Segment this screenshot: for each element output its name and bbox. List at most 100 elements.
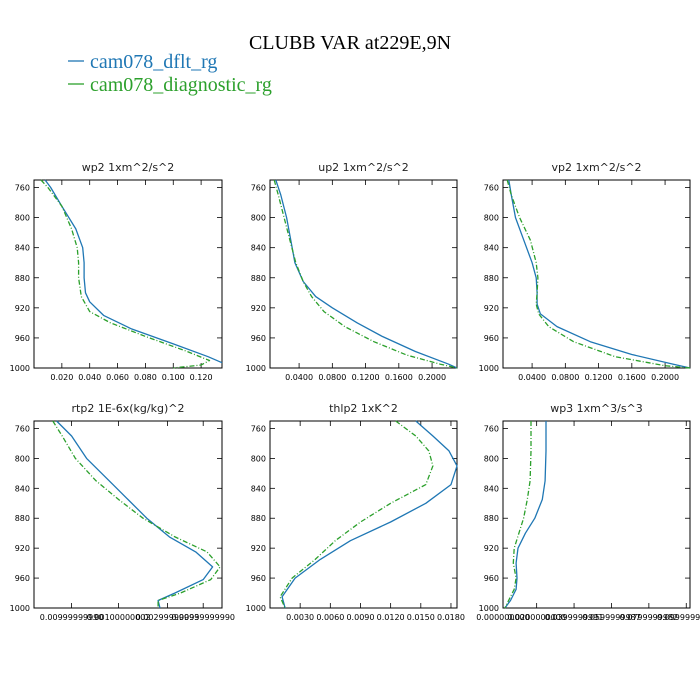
x-tick-label: 0.1200 <box>585 373 613 382</box>
y-tick-label: 840 <box>484 244 499 253</box>
panel-title-wp2: wp2 1xm^2/s^2 <box>82 161 175 174</box>
y-tick-label: 840 <box>15 244 30 253</box>
panels: wp2 1xm^2/s^2 760 800 840 880 920 960 1000 0.020… <box>10 161 700 622</box>
series-line-cam078-dflt-rg <box>275 179 458 369</box>
y-tick-label: 880 <box>15 274 30 283</box>
y-tick-label: 880 <box>484 274 499 283</box>
panel-wp2: wp2 1xm^2/s^2 760 800 840 880 920 960 1000 0.020… <box>10 161 223 382</box>
x-tick-label: 0.0599999987 <box>582 613 641 622</box>
x-tick-label: 0.0200000000 <box>507 613 566 622</box>
series-line-cam078-diagnostic-rg <box>279 420 434 609</box>
x-tick-label: 0.0999999940 <box>657 613 700 622</box>
legend-label-diagnostic: cam078_diagnostic_rg <box>90 74 272 96</box>
y-tick-label: 1000 <box>246 364 266 373</box>
y-tick-label: 760 <box>484 184 499 193</box>
panel-wp3: wp3 1xm^3/s^3 760 800 840 880 920 960 10000.000… <box>476 402 700 622</box>
x-tick-label: 0.0400 <box>285 373 313 382</box>
legend-label-dflt: cam078_dflt_rg <box>90 51 217 73</box>
y-tick-label: 800 <box>484 454 499 463</box>
x-tick-label: 0.0800 <box>551 373 579 382</box>
x-tick-label: 0.0150 <box>407 613 435 622</box>
panel-rtp2: rtp2 1E-6x(kg/kg)^2 760 800 840 880 920 960 100… <box>10 402 235 622</box>
x-tick-label: 0.0120 <box>377 613 405 622</box>
y-tick-label: 840 <box>484 484 499 493</box>
y-tick-label: 1000 <box>246 604 266 613</box>
y-tick-label: 920 <box>15 544 30 553</box>
plot-frame-up2 <box>269 179 458 369</box>
y-tick-label: 800 <box>15 214 30 223</box>
plot-frame-wp2 <box>33 179 223 369</box>
plot-frame-wp3 <box>502 420 691 609</box>
y-tick-label: 760 <box>251 424 266 433</box>
y-tick-label: 800 <box>484 214 499 223</box>
x-tick-label: 0.020 <box>50 373 73 382</box>
x-tick-label: 0.00100000002 <box>87 613 151 622</box>
y-tick-label: 760 <box>484 424 499 433</box>
panel-title-wp3: wp3 1xm^3/s^3 <box>550 402 643 415</box>
y-tick-label: 760 <box>15 184 30 193</box>
y-tick-label: 880 <box>251 274 266 283</box>
x-tick-label: 0.00999999990 <box>171 613 235 622</box>
x-tick-label: 0.1600 <box>618 373 646 382</box>
y-tick-label: 1000 <box>10 604 30 613</box>
y-tick-label: 960 <box>15 574 30 583</box>
series-line-cam078-dflt-rg <box>504 421 547 609</box>
x-tick-label: 0.000000000 <box>476 613 529 622</box>
series-line-cam078-diagnostic-rg <box>504 421 532 609</box>
series-line-cam078-dflt-rg <box>56 420 214 609</box>
y-tick-label: 760 <box>251 184 266 193</box>
y-tick-label: 840 <box>251 484 266 493</box>
y-tick-label: 960 <box>484 574 499 583</box>
y-tick-label: 1000 <box>10 364 30 373</box>
y-tick-label: 960 <box>251 574 266 583</box>
x-tick-label: 0.0399999991 <box>545 613 604 622</box>
y-tick-label: 1000 <box>479 604 499 613</box>
y-tick-label: 920 <box>484 304 499 313</box>
x-tick-label: 0.2000 <box>418 373 446 382</box>
series-line-cam078-dflt-rg <box>44 179 223 364</box>
x-tick-label: 0.0799999982 <box>620 613 679 622</box>
x-tick-label: 0.2000 <box>651 373 679 382</box>
y-tick-label: 880 <box>484 514 499 523</box>
x-tick-label: 0.0030 <box>286 613 314 622</box>
panel-vp2: vp2 1xm^2/s^2 760 800 840 880 920 960 1000 0.040… <box>479 161 691 382</box>
plot-frame-thlp2 <box>269 420 458 609</box>
y-tick-label: 960 <box>251 334 266 343</box>
panel-title-rtp2: rtp2 1E-6x(kg/kg)^2 <box>72 402 185 415</box>
series-line-cam078-diagnostic-rg <box>40 179 211 369</box>
y-tick-label: 960 <box>484 334 499 343</box>
x-tick-label: 0.0180 <box>437 613 465 622</box>
y-tick-label: 760 <box>15 424 30 433</box>
y-tick-label: 800 <box>251 214 266 223</box>
x-tick-label: 0.100 <box>162 373 185 382</box>
x-tick-label: 0.0090 <box>346 613 374 622</box>
main-title: CLUBB VAR at229E,9N <box>249 32 451 54</box>
legend: cam078_dflt_rg cam078_diagnostic_rg <box>68 51 272 96</box>
y-tick-label: 920 <box>251 304 266 313</box>
panel-title-up2: up2 1xm^2/s^2 <box>318 161 409 174</box>
y-tick-label: 880 <box>15 514 30 523</box>
x-tick-label: 0.1200 <box>352 373 380 382</box>
y-tick-label: 960 <box>15 334 30 343</box>
y-tick-label: 800 <box>15 454 30 463</box>
y-tick-label: 840 <box>251 244 266 253</box>
y-tick-label: 840 <box>15 484 30 493</box>
plot-frame-vp2 <box>502 179 691 369</box>
series-line-cam078-dflt-rg <box>281 420 458 609</box>
y-tick-label: 920 <box>484 544 499 553</box>
x-tick-label: 0.00299999993 <box>136 613 200 622</box>
y-tick-label: 1000 <box>479 364 499 373</box>
x-tick-label: 0.0060 <box>316 613 344 622</box>
series-line-cam078-diagnostic-rg <box>506 179 691 369</box>
x-tick-label: 0.0400 <box>518 373 546 382</box>
y-tick-label: 920 <box>15 304 30 313</box>
x-tick-label: 0.1600 <box>385 373 413 382</box>
x-tick-label: 0.0800 <box>318 373 346 382</box>
x-tick-label: 0.120 <box>190 373 213 382</box>
series-line-cam078-diagnostic-rg <box>52 420 221 608</box>
series-line-cam078-diagnostic-rg <box>273 179 458 369</box>
x-tick-label: 0.080 <box>134 373 157 382</box>
plot-frame-rtp2 <box>33 420 223 609</box>
